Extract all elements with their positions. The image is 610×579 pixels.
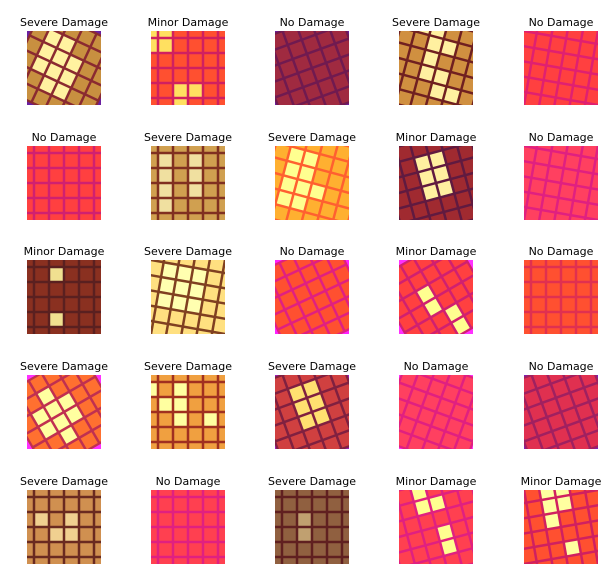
image-title: Minor Damage: [396, 245, 477, 258]
image-title: No Damage: [280, 16, 345, 29]
thermal-image: [524, 490, 598, 564]
image-title: Minor Damage: [521, 475, 602, 488]
thermal-image: [524, 260, 598, 334]
image-title: No Damage: [529, 245, 594, 258]
thermal-image: [275, 31, 349, 105]
thermal-image: [151, 146, 225, 220]
thermal-image: [399, 490, 473, 564]
thermal-image: [151, 490, 225, 564]
image-title: Severe Damage: [20, 360, 108, 373]
image-title: Severe Damage: [144, 131, 232, 144]
image-title: Severe Damage: [392, 16, 480, 29]
thermal-image: [151, 375, 225, 449]
thermal-image: [275, 375, 349, 449]
image-title: No Damage: [156, 475, 221, 488]
image-title: No Damage: [529, 16, 594, 29]
thermal-image: [27, 260, 101, 334]
thermal-image: [524, 146, 598, 220]
thermal-image: [524, 375, 598, 449]
thermal-image: [151, 31, 225, 105]
image-title: Minor Damage: [396, 131, 477, 144]
image-title: No Damage: [280, 245, 345, 258]
thermal-image: [27, 146, 101, 220]
thermal-image: [27, 31, 101, 105]
image-title: Severe Damage: [268, 360, 356, 373]
image-title: Minor Damage: [148, 16, 229, 29]
thermal-image: [275, 146, 349, 220]
thermal-image: [399, 375, 473, 449]
thermal-image: [27, 375, 101, 449]
image-title: Severe Damage: [268, 475, 356, 488]
image-title: Minor Damage: [24, 245, 105, 258]
thermal-image: [399, 260, 473, 334]
image-title: No Damage: [404, 360, 469, 373]
thermal-image: [524, 31, 598, 105]
thermal-image: [275, 490, 349, 564]
thermal-image: [27, 490, 101, 564]
image-title: No Damage: [529, 131, 594, 144]
thermal-image: [399, 31, 473, 105]
image-title: No Damage: [529, 360, 594, 373]
thermal-image: [151, 260, 225, 334]
image-title: Severe Damage: [144, 360, 232, 373]
image-title: Severe Damage: [268, 131, 356, 144]
image-title: Severe Damage: [144, 245, 232, 258]
image-title: Severe Damage: [20, 16, 108, 29]
image-title: No Damage: [32, 131, 97, 144]
image-title: Minor Damage: [396, 475, 477, 488]
image-title: Severe Damage: [20, 475, 108, 488]
thermal-image: [399, 146, 473, 220]
thermal-image: [275, 260, 349, 334]
